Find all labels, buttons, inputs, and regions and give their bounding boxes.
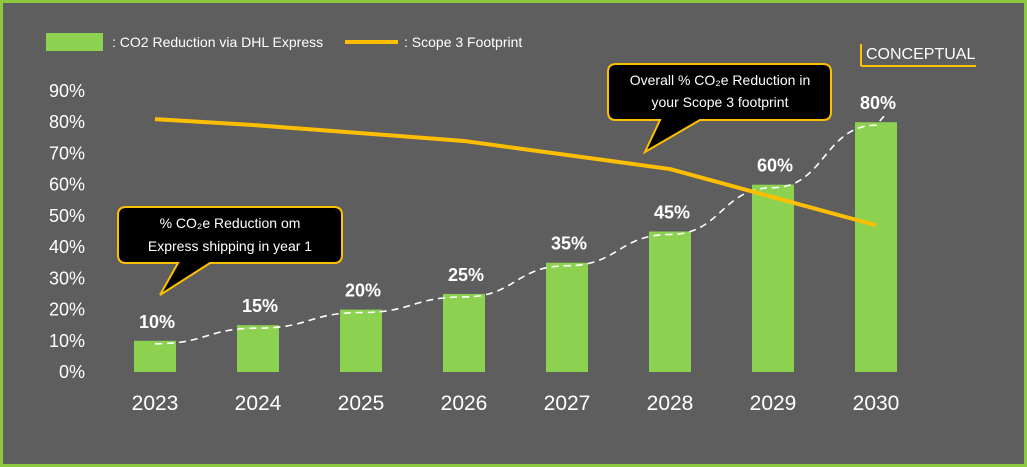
y-tick-label: 40% bbox=[49, 237, 85, 257]
callout-year1: % CO₂e Reduction om Express shipping in … bbox=[117, 206, 343, 296]
bar-2026 bbox=[443, 293, 485, 372]
y-axis: 0% 10% 20% 30% 40% 50% 60% 70% 80% 90% bbox=[49, 81, 85, 382]
y-tick-label: 10% bbox=[49, 331, 85, 351]
bar-value-labels: 10% 15% 20% 25% 35% 45% 60% 80% bbox=[139, 93, 896, 332]
bar-2024 bbox=[237, 325, 279, 372]
x-axis: 2023 2024 2025 2026 2027 2028 2029 2030 bbox=[132, 392, 900, 415]
bar-2023 bbox=[134, 340, 176, 372]
trend-curve bbox=[154, 115, 885, 345]
badge-text: CONCEPTUAL bbox=[866, 46, 975, 63]
conceptual-badge: CONCEPTUAL bbox=[860, 44, 976, 67]
bar-2030 bbox=[855, 122, 897, 372]
legend-bar-swatch bbox=[46, 33, 103, 51]
x-tick-label: 2030 bbox=[853, 392, 900, 415]
legend-bar-label: : CO2 Reduction via DHL Express bbox=[112, 34, 323, 50]
trend-dashed-curve bbox=[154, 115, 885, 345]
bar-2029 bbox=[752, 184, 794, 372]
legend: : CO2 Reduction via DHL Express : Scope … bbox=[46, 33, 522, 51]
bar-value-label: 25% bbox=[448, 265, 484, 285]
x-tick-label: 2026 bbox=[441, 392, 488, 415]
bar-value-label: 15% bbox=[242, 296, 278, 316]
y-tick-label: 0% bbox=[59, 362, 85, 382]
x-tick-label: 2029 bbox=[750, 392, 797, 415]
callout-year1-line2: Express shipping in year 1 bbox=[148, 238, 312, 254]
bar-value-label: 20% bbox=[345, 281, 381, 301]
y-tick-label: 50% bbox=[49, 206, 85, 226]
bar-value-label: 10% bbox=[139, 312, 175, 332]
bar-2025 bbox=[340, 309, 382, 372]
y-tick-label: 90% bbox=[49, 81, 85, 101]
bar-2027 bbox=[546, 262, 588, 372]
callout-scope3: Overall % CO₂e Reduction in your Scope 3… bbox=[607, 63, 832, 155]
line-series bbox=[154, 117, 877, 228]
callout-scope3-bubble bbox=[607, 63, 832, 155]
bar-value-label: 45% bbox=[654, 203, 690, 223]
y-tick-label: 30% bbox=[49, 268, 85, 288]
y-tick-label: 70% bbox=[49, 143, 85, 163]
y-tick-label: 60% bbox=[49, 175, 85, 195]
x-tick-label: 2024 bbox=[235, 392, 282, 415]
x-tick-label: 2027 bbox=[544, 392, 591, 415]
y-tick-label: 20% bbox=[49, 300, 85, 320]
bar-series bbox=[134, 122, 897, 372]
bar-value-label: 60% bbox=[757, 156, 793, 176]
callout-scope3-line1: Overall % CO₂e Reduction in bbox=[630, 72, 811, 88]
callout-year1-bubble bbox=[117, 206, 343, 296]
x-tick-label: 2023 bbox=[132, 392, 179, 415]
scope3-line bbox=[154, 117, 877, 228]
x-tick-label: 2025 bbox=[338, 392, 385, 415]
legend-line-label: : Scope 3 Footprint bbox=[404, 34, 522, 50]
bar-2028 bbox=[649, 231, 691, 372]
bar-value-label: 80% bbox=[860, 93, 896, 113]
bar-value-label: 35% bbox=[551, 234, 587, 254]
callout-year1-line1: % CO₂e Reduction om bbox=[160, 215, 301, 231]
x-tick-label: 2028 bbox=[647, 392, 694, 415]
y-tick-label: 80% bbox=[49, 112, 85, 132]
callout-scope3-line2: your Scope 3 footprint bbox=[652, 94, 789, 110]
